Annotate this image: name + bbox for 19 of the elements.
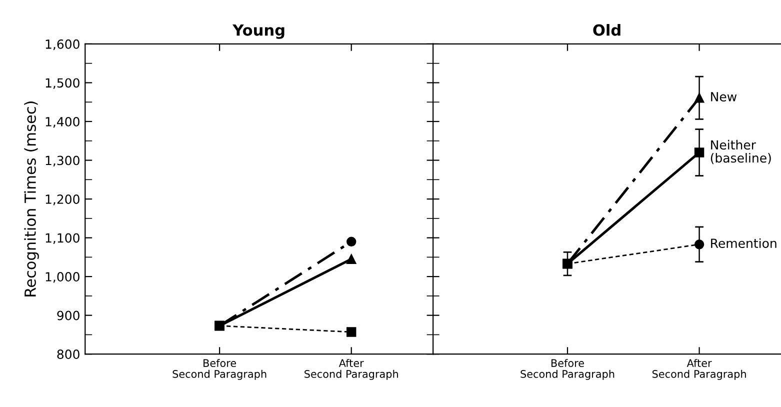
y-tick-label: 800 <box>57 350 80 360</box>
y-tick-label: 1,000 <box>46 272 80 283</box>
y-tick-label: 1,400 <box>46 116 80 128</box>
y-axis-title: Recognition Times (msec) <box>24 102 39 296</box>
y-tick-label: 1,500 <box>46 78 80 89</box>
x-tick-label: After Second Paragraph <box>652 358 746 380</box>
x-tick-label: Before Second Paragraph <box>172 358 266 380</box>
x-tick-label: Before Second Paragraph <box>520 358 614 380</box>
series-label: Neither (baseline) <box>710 140 771 164</box>
series-label: New <box>711 92 737 102</box>
series-label: Remention <box>711 238 776 248</box>
y-tick-label: 1,200 <box>46 194 80 206</box>
x-tick-label: After Second Paragraph <box>304 358 398 380</box>
chart-title: Old <box>593 24 620 36</box>
y-tick-label: 1,100 <box>46 233 80 244</box>
y-tick-label: 1,300 <box>46 156 80 166</box>
y-tick-label: 900 <box>57 310 80 320</box>
y-tick-label: 1,600 <box>46 39 80 50</box>
chart-title: Young <box>232 24 284 39</box>
